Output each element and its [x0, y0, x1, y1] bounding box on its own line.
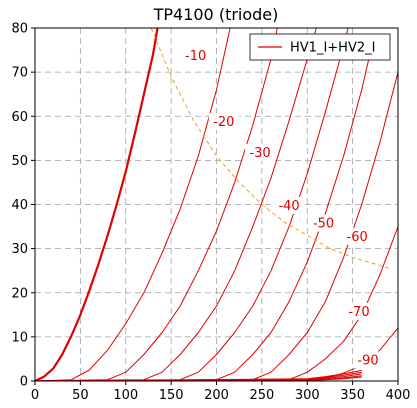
- curve-label: -20: [213, 115, 234, 130]
- legend: HV1_I+HV2_I: [249, 33, 391, 61]
- x-tick-label: 50: [72, 388, 89, 403]
- curve-label-bg: [245, 143, 276, 161]
- x-tick-label: 350: [340, 388, 365, 403]
- y-tick-label: 80: [11, 22, 28, 37]
- y-tick-label: 60: [11, 110, 28, 125]
- x-tick-label: 0: [31, 388, 39, 403]
- curve-label: -10: [185, 49, 206, 64]
- load-line-curve: [150, 28, 390, 269]
- x-tick-label: 300: [295, 388, 320, 403]
- curve-label: -50: [313, 217, 334, 232]
- curve-label: -90: [357, 353, 378, 368]
- x-tick-label: 250: [249, 388, 274, 403]
- y-tick-label: 50: [11, 154, 28, 169]
- curve-grid--30: [35, 28, 317, 381]
- curve-label: -40: [278, 199, 299, 214]
- curve-grid--50: [35, 49, 372, 381]
- curve-label-bg: [342, 227, 373, 245]
- curve-label-bg: [343, 302, 374, 320]
- chart-title: TP4100 (triode): [153, 5, 279, 24]
- plot-frame: [34, 27, 399, 382]
- curve-grid-0: [35, 28, 159, 381]
- curve-grid--40: [35, 28, 349, 381]
- curve-label-bg: [353, 351, 384, 369]
- curve-grid--20: [35, 28, 278, 381]
- y-tick-label: 70: [11, 66, 28, 81]
- y-tick-label: 40: [11, 198, 28, 213]
- curve-grid--60: [35, 71, 398, 381]
- y-tick-label: 20: [11, 286, 28, 301]
- curve-label-bg: [274, 196, 305, 214]
- y-tick-label: 10: [11, 330, 28, 345]
- curve-label-bg: [308, 214, 339, 232]
- grid: [35, 28, 398, 381]
- x-tick-label: 150: [159, 388, 184, 403]
- curve-grid--10: [35, 28, 231, 381]
- y-tick-label: 30: [11, 242, 28, 257]
- y-tick-label: 0: [20, 375, 28, 390]
- plate-curves: [35, 28, 398, 381]
- load-line: [150, 28, 390, 269]
- curve-label-bg: [208, 113, 239, 131]
- legend-label: HV1_I+HV2_I: [290, 41, 375, 56]
- curve-label-bg: [180, 46, 211, 64]
- x-tick-label: 100: [113, 388, 138, 403]
- curve-label: -60: [347, 230, 368, 245]
- curve-label: -70: [348, 305, 369, 320]
- curve-label: -30: [249, 146, 270, 161]
- x-tick-label: 400: [386, 388, 411, 403]
- x-tick-label: 200: [204, 388, 229, 403]
- axis-ticks: 0 50 100 150 200 250 300 350 400 0 10 20 30 40 50 60 70 8…: [11, 22, 410, 404]
- curve-labels: -10 -20 -30 -40 -50 -60 -70 -90: [180, 46, 384, 369]
